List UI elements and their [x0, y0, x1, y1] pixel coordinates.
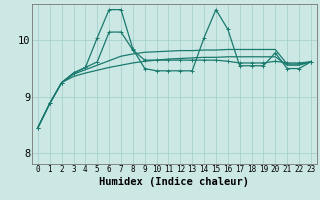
X-axis label: Humidex (Indice chaleur): Humidex (Indice chaleur): [100, 177, 249, 187]
